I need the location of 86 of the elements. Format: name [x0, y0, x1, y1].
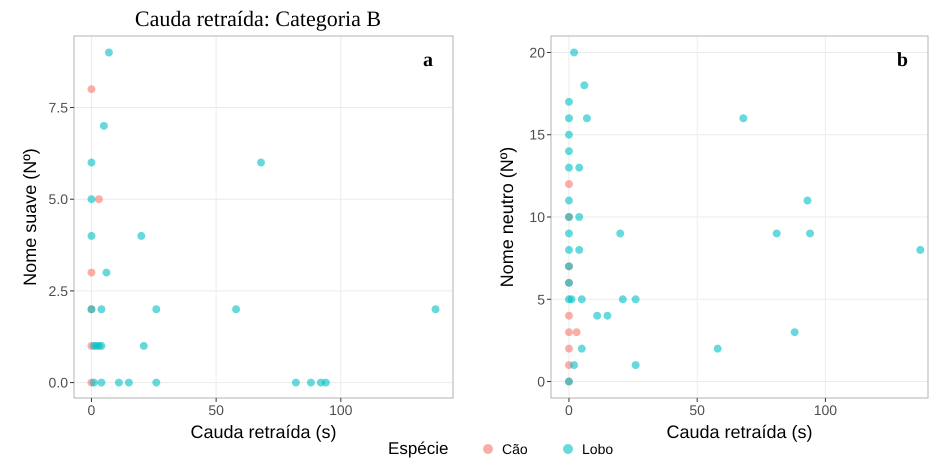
- point: [564, 196, 573, 205]
- point: [104, 48, 113, 56]
- point: [322, 378, 330, 387]
- point: [432, 305, 440, 314]
- annotation: b: [896, 49, 908, 71]
- point: [578, 344, 586, 353]
- y-tick-label: 0.0: [48, 374, 68, 391]
- point: [772, 229, 781, 238]
- point: [97, 378, 106, 387]
- point: [714, 344, 722, 353]
- point: [564, 229, 573, 238]
- x-axis-title: Cauda retraída (s): [190, 422, 337, 442]
- x-tick-label: 50: [689, 402, 706, 418]
- point: [575, 246, 584, 254]
- point: [90, 378, 98, 387]
- point: [564, 312, 573, 320]
- point: [100, 122, 108, 130]
- y-tick-label: 20: [529, 44, 546, 60]
- point: [572, 328, 581, 336]
- point: [564, 114, 573, 122]
- x-tick-label: 0: [565, 402, 574, 418]
- point: [790, 328, 799, 336]
- x-axis-title: Cauda retraída (s): [666, 422, 813, 442]
- point: [102, 268, 110, 277]
- point: [306, 378, 315, 387]
- point: [292, 378, 300, 387]
- y-tick-label: 2.5: [48, 282, 68, 299]
- y-axis-title: Nome suave (Nº): [20, 148, 40, 286]
- point: [568, 295, 576, 304]
- y-tick-label: 0: [537, 374, 546, 390]
- x-tick-label: 100: [329, 402, 353, 418]
- point: [806, 229, 814, 238]
- point: [124, 378, 133, 387]
- point: [580, 81, 588, 90]
- point: [603, 312, 612, 320]
- y-tick-label: 5.0: [48, 191, 68, 208]
- x-tick-label: 100: [814, 402, 838, 418]
- point: [257, 158, 265, 167]
- point: [564, 164, 573, 172]
- x-tick-label: 50: [208, 402, 224, 418]
- point: [152, 378, 160, 387]
- point: [593, 312, 602, 320]
- point: [140, 342, 148, 350]
- y-tick-label: 15: [529, 126, 546, 143]
- point: [87, 268, 96, 277]
- point: [564, 328, 573, 336]
- point: [232, 305, 240, 314]
- legend-label: Lobo: [582, 441, 614, 457]
- point: [94, 195, 103, 204]
- point: [582, 114, 591, 122]
- annotation: a: [423, 49, 433, 71]
- point: [87, 85, 96, 94]
- point: [87, 232, 96, 240]
- point: [152, 305, 160, 314]
- point: [739, 114, 748, 122]
- point: [803, 196, 812, 205]
- y-axis-title: Nome neutro (Nº): [497, 146, 517, 288]
- point: [578, 295, 586, 304]
- chart-title: Cauda retraída: Categoria B: [134, 6, 382, 31]
- point: [114, 378, 123, 387]
- point: [564, 246, 573, 254]
- point: [137, 232, 146, 240]
- point: [564, 180, 573, 188]
- point: [570, 361, 578, 370]
- legend-title: Espécie: [388, 439, 448, 458]
- point: [87, 195, 96, 204]
- x-tick-label: 0: [88, 402, 96, 418]
- point: [87, 158, 96, 167]
- point: [564, 147, 573, 156]
- y-tick-label: 10: [529, 209, 546, 225]
- point: [575, 213, 584, 221]
- point: [916, 246, 924, 254]
- point: [632, 295, 640, 304]
- point: [564, 98, 573, 106]
- point: [570, 48, 578, 56]
- point: [575, 164, 584, 172]
- y-tick-label: 5: [537, 291, 546, 308]
- point: [616, 229, 624, 238]
- point: [564, 344, 573, 353]
- y-tick-label: 7.5: [48, 100, 68, 116]
- point: [97, 305, 106, 314]
- legend-label: Cão: [502, 441, 528, 457]
- point: [632, 361, 640, 370]
- point: [618, 295, 627, 304]
- point: [97, 342, 106, 350]
- point: [564, 130, 573, 139]
